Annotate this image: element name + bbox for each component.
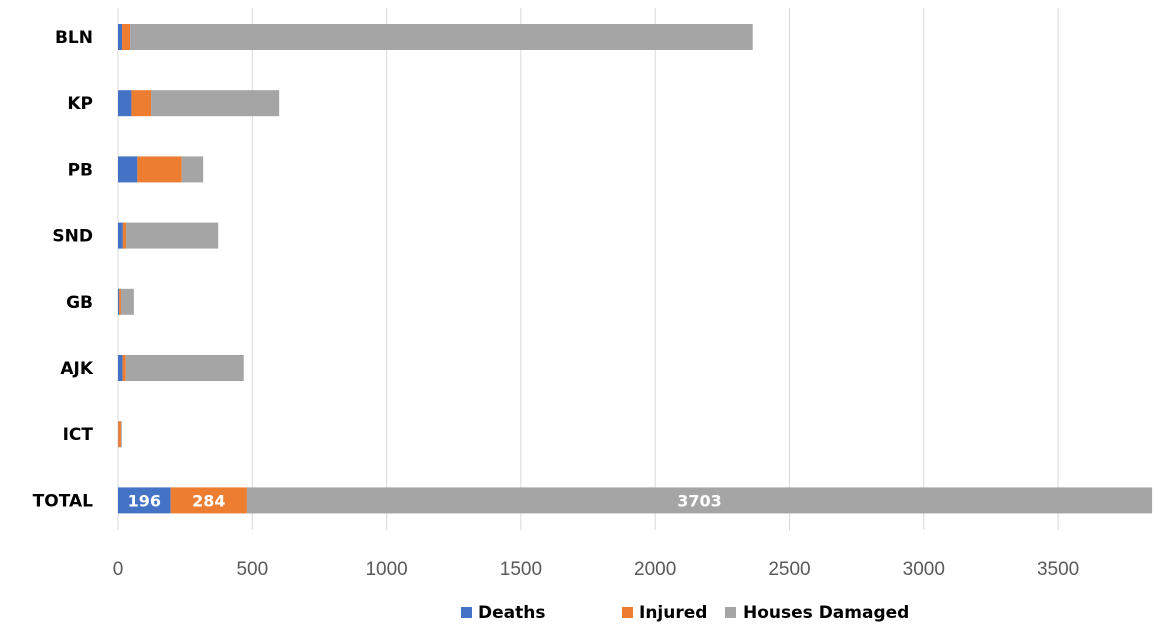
bar-total-deaths: [118, 487, 171, 514]
category-label-kp: KP: [67, 94, 93, 114]
bar-bln-injured: [122, 24, 131, 50]
bar-ict-injured: [118, 421, 121, 448]
bar-total-injured: [170, 487, 247, 514]
bar-ict-houses-damaged: [120, 421, 122, 448]
x-tick-label-2000: 2000: [634, 559, 676, 580]
category-label-gb: GB: [66, 293, 93, 313]
bar-snd-injured: [122, 222, 127, 249]
x-tick-label-1000: 1000: [365, 559, 407, 580]
legend: Deaths Injured Houses Damaged: [461, 603, 909, 623]
bar-ajk-injured: [122, 355, 126, 381]
legend-swatch-houses-damaged: [725, 607, 736, 618]
data-labels: 196 284 3703: [128, 491, 722, 510]
category-label-ict: ICT: [63, 425, 94, 445]
bar-ajk-deaths: [118, 355, 123, 381]
bar-kp-houses-damaged: [151, 90, 280, 117]
bar-total-houses-damaged: [246, 487, 1153, 514]
category-label-ajk: AJK: [60, 359, 93, 379]
bar-gb-houses-damaged: [120, 288, 134, 315]
bar-pb-houses-damaged: [181, 156, 204, 183]
x-tick-label-1500: 1500: [500, 559, 542, 580]
bar-snd-deaths: [118, 222, 123, 249]
bar-pb-deaths: [118, 156, 138, 183]
bar-kp-deaths: [118, 90, 132, 117]
category-label-pb: PB: [68, 160, 93, 180]
data-label-total-houses-damaged: 3703: [677, 491, 722, 510]
bar-kp-injured: [131, 90, 152, 117]
legend-label-houses-damaged: Houses Damaged: [743, 603, 909, 623]
x-tick-label-500: 500: [236, 559, 268, 580]
bar-bln-houses-damaged: [130, 24, 753, 50]
x-tick-label-3000: 3000: [903, 559, 945, 580]
bar-ajk-houses-damaged: [125, 355, 244, 381]
gridlines: [117, 8, 1059, 530]
category-label-bln: BLN: [55, 28, 93, 48]
category-labels: BLN KP PB SND GB AJK ICT TOTAL: [33, 28, 94, 511]
category-label-total: TOTAL: [33, 491, 93, 511]
bar-pb-injured: [137, 156, 182, 183]
bar-gb-deaths: [118, 288, 120, 315]
legend-label-deaths: Deaths: [478, 603, 545, 623]
bars: [118, 24, 1153, 514]
legend-swatch-injured: [622, 607, 633, 618]
x-tick-label-3500: 3500: [1037, 559, 1079, 580]
data-label-total-deaths: 196: [128, 491, 161, 510]
legend-swatch-deaths: [461, 607, 472, 618]
bar-snd-houses-damaged: [126, 222, 219, 249]
x-tick-label-0: 0: [113, 559, 124, 580]
x-tick-label-2500: 2500: [768, 559, 810, 580]
category-label-snd: SND: [52, 227, 93, 247]
data-label-total-injured: 284: [192, 491, 225, 510]
legend-label-injured: Injured: [639, 603, 707, 623]
bar-gb-injured: [119, 288, 121, 315]
x-axis-tick-labels: 0 500 1000 1500 2000 2500 3000 3500: [113, 559, 1080, 580]
bar-bln-deaths: [118, 24, 123, 50]
